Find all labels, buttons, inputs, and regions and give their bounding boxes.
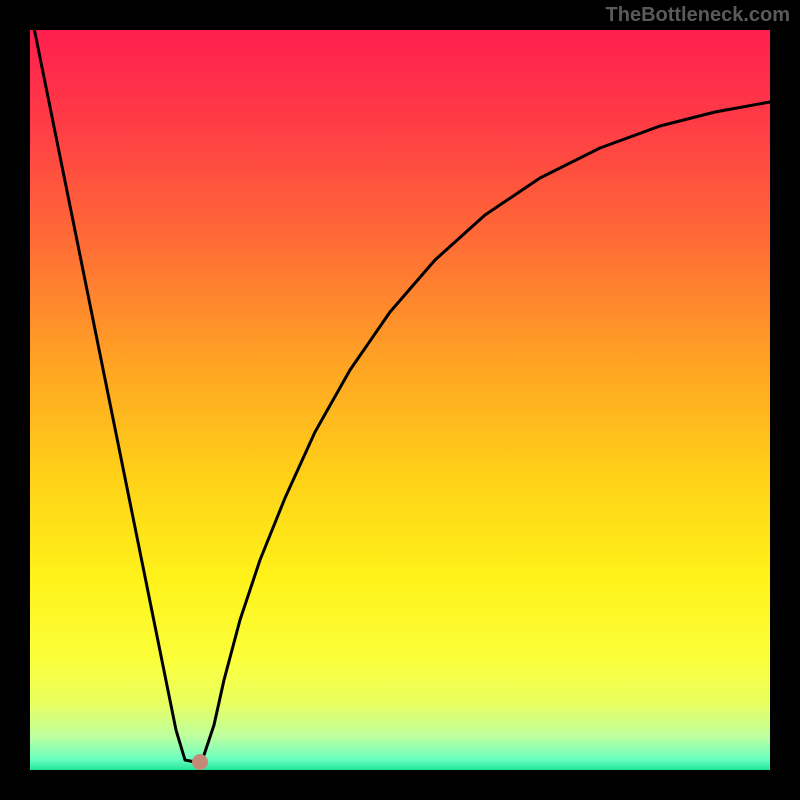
optimum-marker [192,754,208,770]
plot-gradient-bg [30,30,770,770]
source-link[interactable]: TheBottleneck.com [606,4,790,27]
bottleneck-chart [0,0,800,800]
chart-container: { "source": { "label": "TheBottleneck.co… [0,0,800,800]
